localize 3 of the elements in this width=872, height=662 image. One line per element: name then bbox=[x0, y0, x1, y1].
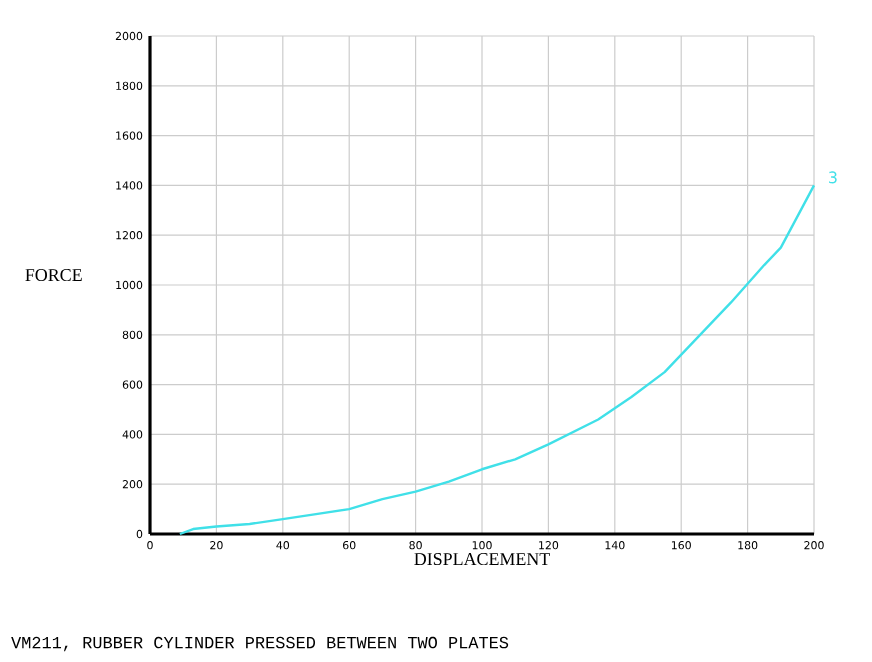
y-axis-title: FORCE bbox=[25, 269, 82, 282]
x-axis-title: DISPLACEMENT bbox=[414, 553, 550, 566]
text: VM211, RUBBER CYLINDER PRESSED BETWEEN TWO PLATES bbox=[11, 636, 509, 652]
